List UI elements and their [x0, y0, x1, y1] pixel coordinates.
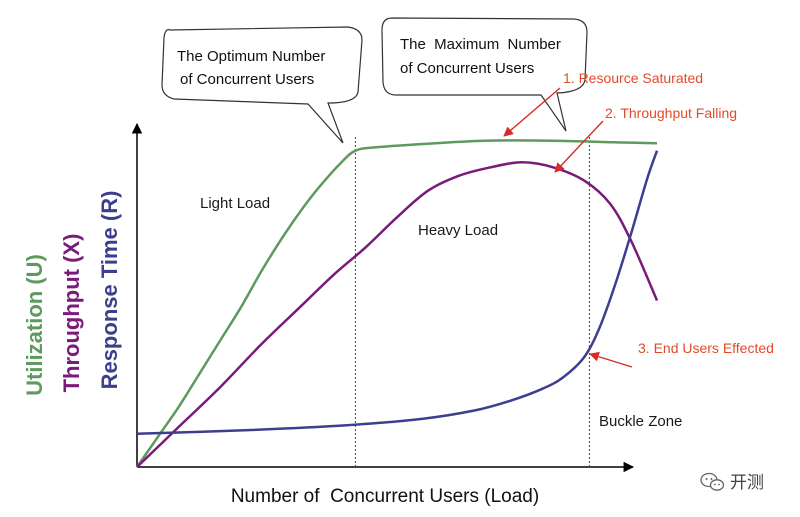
y-axis-label-response-time: Response Time (R)	[97, 191, 122, 390]
zone-label-light-load: Light Load	[200, 195, 270, 212]
y-axis-label-utilization: Utilization (U)	[22, 254, 47, 396]
annotation-resource-saturated-arrow	[503, 87, 561, 137]
y-axis-label-throughput: Throughput (X)	[59, 234, 84, 393]
annotation-resource-saturated: 1. Resource Saturated	[563, 70, 703, 86]
annotation-end-users-effected: 3. End Users Effected	[638, 340, 774, 356]
wechat-icon	[700, 472, 725, 491]
annotation-throughput-falling: 2. Throughput Falling	[605, 105, 737, 121]
watermark: 开测	[700, 472, 764, 493]
callout-optimum-line2: of Concurrent Users	[180, 71, 314, 88]
callout-maximum-line1: The Maximum Number	[400, 36, 561, 53]
zone-label-buckle-zone: Buckle Zone	[599, 413, 682, 430]
x-axis-label: Number of Concurrent Users (Load)	[231, 486, 539, 507]
zone-label-heavy-load: Heavy Load	[418, 222, 498, 239]
callout-optimum-bubble	[161, 26, 363, 144]
callout-optimum-line1: The Optimum Number	[177, 48, 325, 65]
callout-maximum-line2: of Concurrent Users	[400, 60, 534, 77]
annotation-throughput-falling-arrow	[554, 120, 604, 173]
callout-optimum: The Optimum Number of Concurrent Users	[161, 26, 363, 144]
callout-maximum-bubble	[381, 17, 588, 132]
watermark-text: 开测	[730, 473, 764, 493]
series-response-time-line	[136, 150, 659, 435]
callout-maximum: The Maximum Number of Concurrent Users	[381, 17, 588, 132]
series-throughput-line	[136, 161, 659, 468]
series-utilization-line	[135, 139, 658, 468]
annotation-end-users-effected-arrow	[589, 351, 633, 368]
